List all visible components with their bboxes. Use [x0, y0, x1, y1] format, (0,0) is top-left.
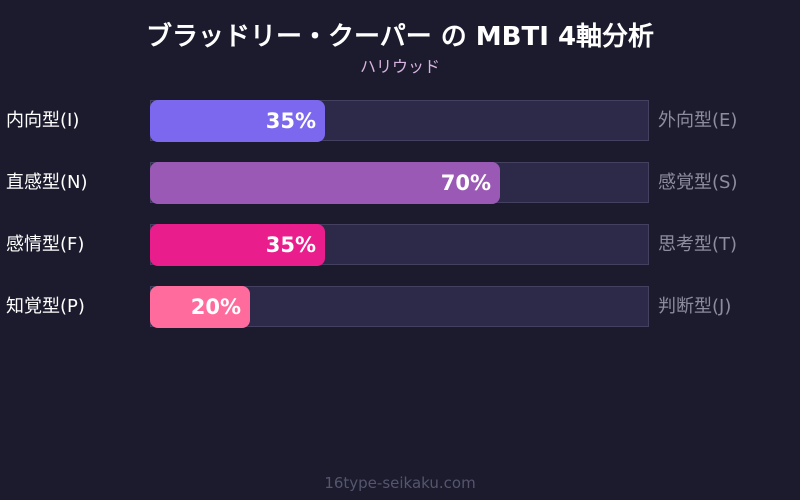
right-axis-label: 感覚型(S): [658, 172, 738, 193]
bar-fill: 35%: [150, 224, 325, 266]
chart-subtitle: ハリウッド: [359, 57, 440, 76]
bar-fill: 35%: [150, 100, 325, 142]
right-axis-label: 判断型(J): [658, 296, 732, 317]
axis-row-ft: 感情型(F) 35% 思考型(T): [0, 224, 800, 266]
axis-row-ie: 内向型(I) 35% 外向型(E): [0, 100, 800, 142]
left-axis-label: 知覚型(P): [6, 296, 85, 317]
bar-fill: 70%: [150, 162, 500, 204]
left-axis-label: 内向型(I): [6, 110, 80, 131]
percent-label: 20%: [190, 295, 241, 319]
chart-title: ブラッドリー・クーパー の MBTI 4軸分析: [145, 22, 655, 52]
percent-label: 35%: [265, 233, 316, 257]
percent-label: 70%: [440, 171, 491, 195]
axis-row-pj: 知覚型(P) 20% 判断型(J): [0, 286, 800, 328]
bar-fill: 20%: [150, 286, 250, 328]
left-axis-label: 直感型(N): [6, 172, 88, 193]
axis-row-ns: 直感型(N) 70% 感覚型(S): [0, 162, 800, 204]
right-axis-label: 外向型(E): [658, 110, 738, 131]
left-axis-label: 感情型(F): [6, 234, 85, 255]
percent-label: 35%: [265, 109, 316, 133]
right-axis-label: 思考型(T): [658, 234, 738, 255]
footer-watermark: 16type-seikaku.com: [324, 474, 476, 492]
